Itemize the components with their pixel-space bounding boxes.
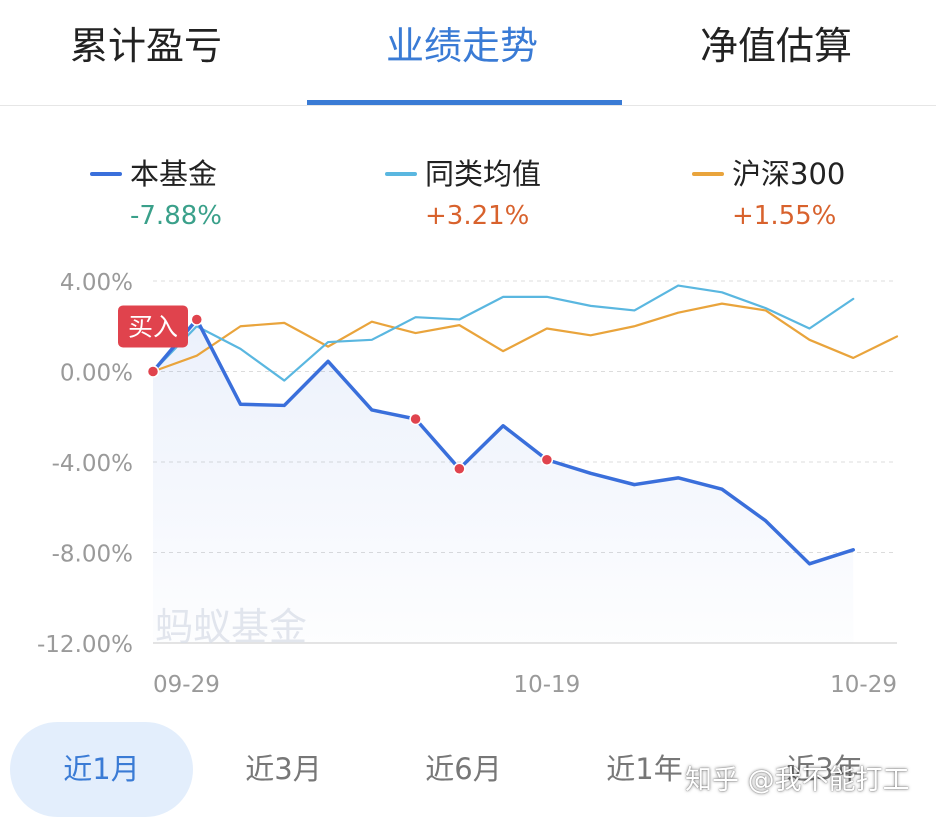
series-area bbox=[153, 319, 854, 643]
buy-badge-label: 买入 bbox=[128, 312, 178, 341]
transaction-marker bbox=[409, 412, 422, 426]
time-range-selector: 近1月 近3月 近6月 近1年 近3年 bbox=[0, 722, 936, 817]
transaction-marker bbox=[146, 365, 160, 378]
y-tick-label: -12.00% bbox=[37, 632, 133, 658]
y-tick-label: -4.00% bbox=[52, 451, 133, 477]
site-watermark: 知乎 @我不能打工 bbox=[685, 765, 910, 796]
series-line bbox=[151, 302, 899, 373]
transaction-marker bbox=[453, 462, 466, 476]
legend-value-peer-average: +3.21% bbox=[425, 201, 530, 231]
range-button-1m[interactable]: 近1月 bbox=[10, 722, 193, 817]
tab-bar: 累计盈亏 业绩走势 净值估算 bbox=[0, 0, 936, 106]
range-button-1y[interactable]: 近1年 bbox=[606, 752, 683, 786]
transaction-marker bbox=[540, 453, 554, 466]
tab-nav-estimate[interactable]: 净值估算 bbox=[700, 24, 853, 68]
y-tick-label: 0.00% bbox=[60, 361, 133, 387]
x-tick-label: 09-29 bbox=[153, 672, 220, 698]
tab-cumulative-pnl[interactable]: 累计盈亏 bbox=[70, 24, 223, 68]
legend-value-this-fund: -7.88% bbox=[130, 201, 222, 231]
series-line bbox=[151, 317, 855, 566]
legend-label-this-fund: 本基金 bbox=[130, 157, 218, 191]
transaction-marker bbox=[190, 313, 204, 326]
series-line bbox=[151, 284, 855, 382]
chart-watermark: 蚂蚁基金 bbox=[155, 605, 308, 649]
legend-label-csi300: 沪深300 bbox=[732, 157, 846, 191]
x-tick-label: 10-29 bbox=[830, 672, 897, 698]
legend-value-csi300: +1.55% bbox=[732, 201, 837, 231]
tab-performance-trend[interactable]: 业绩走势 bbox=[386, 24, 539, 68]
range-button-3m[interactable]: 近3月 bbox=[245, 752, 322, 786]
x-tick-label: 10-19 bbox=[513, 672, 580, 698]
legend-line-csi300 bbox=[692, 172, 724, 176]
legend-label-peer-average: 同类均值 bbox=[425, 157, 542, 191]
legend-line-peer-average bbox=[385, 172, 417, 176]
range-button-6m[interactable]: 近6月 bbox=[425, 752, 502, 786]
y-tick-label: 4.00% bbox=[60, 270, 133, 296]
buy-badge bbox=[118, 305, 188, 348]
active-tab-indicator bbox=[307, 100, 622, 105]
range-button-3y[interactable]: 近3年 bbox=[786, 752, 863, 786]
performance-chart[interactable]: 4.00% 0.00% -4.00% -8.00% -12.00% 09-29 10-19 1… bbox=[0, 250, 936, 710]
legend-line-this-fund bbox=[90, 172, 122, 176]
y-tick-label: -8.00% bbox=[52, 542, 133, 568]
